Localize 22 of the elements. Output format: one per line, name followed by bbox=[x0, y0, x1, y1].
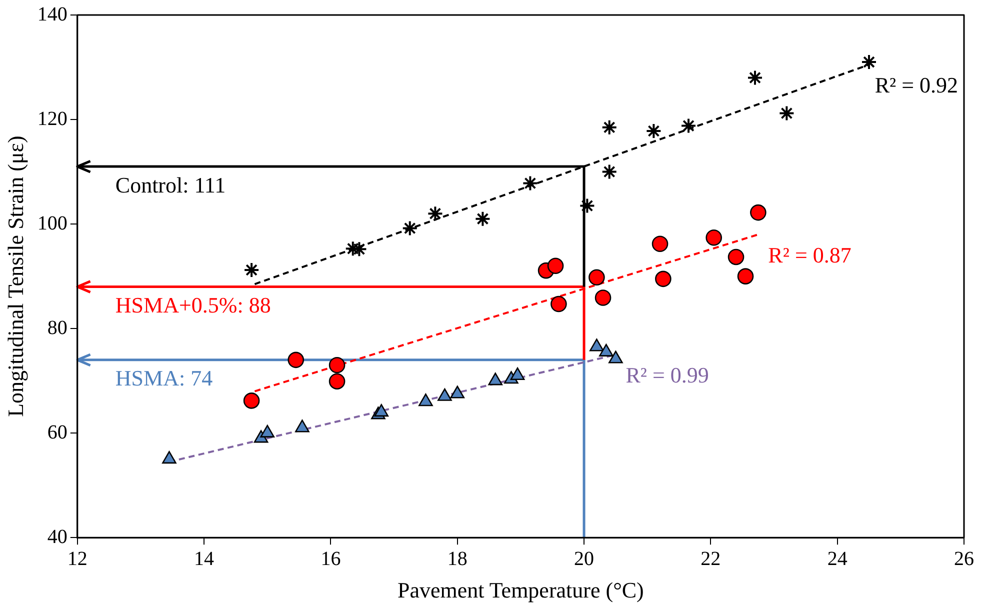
series-label: HSMA+0.5%: 88 bbox=[115, 292, 271, 318]
y-tick-label: 40 bbox=[47, 526, 68, 548]
series-label: R² = 0.87 bbox=[768, 242, 852, 268]
x-tick-label: 16 bbox=[320, 548, 341, 570]
y-tick-label: 80 bbox=[47, 316, 68, 339]
series-label: R² = 0.99 bbox=[626, 362, 709, 388]
y-tick-label: 140 bbox=[37, 3, 68, 26]
y-tick-label: 100 bbox=[37, 212, 68, 234]
y-axis-title: Longitudinal Tensile Strain (με) bbox=[2, 136, 28, 417]
x-tick-label: 18 bbox=[447, 548, 468, 570]
series-label: HSMA: 74 bbox=[115, 366, 213, 391]
x-tick-label: 26 bbox=[954, 548, 974, 570]
x-tick-label: 22 bbox=[700, 548, 721, 570]
x-axis-title: Pavement Temperature (°C) bbox=[398, 578, 644, 603]
series-label: R² = 0.92 bbox=[874, 72, 958, 98]
y-tick-label: 120 bbox=[37, 108, 68, 130]
x-tick-label: 12 bbox=[67, 548, 88, 570]
series-label: Control: 111 bbox=[115, 172, 226, 198]
x-tick-label: 20 bbox=[574, 548, 594, 570]
x-tick-label: 24 bbox=[827, 548, 848, 570]
x-tick-label: 14 bbox=[194, 548, 214, 570]
y-tick-label: 60 bbox=[47, 421, 68, 444]
